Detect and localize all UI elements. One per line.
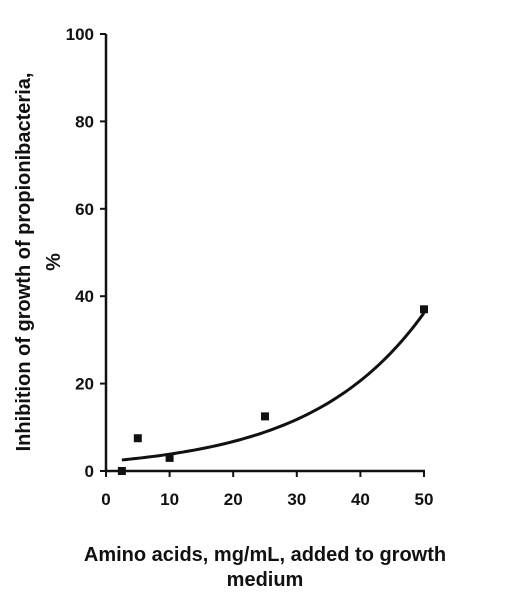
data-point [165, 453, 174, 462]
x-tick-label: 10 [160, 490, 179, 509]
y-axis-title-line-2: % [43, 253, 65, 271]
x-tick-label: 0 [101, 490, 110, 509]
x-tick-label: 20 [224, 490, 243, 509]
y-axis-title-line-1: Inhibition of growth of propionibacteria… [13, 73, 35, 452]
data-point [261, 412, 269, 421]
x-axis-title: Amino acids, mg/mL, added to growth medi… [84, 544, 446, 591]
trendline [121, 312, 426, 462]
trendline-group [121, 312, 426, 462]
y-tick-label: 20 [75, 375, 94, 394]
x-tick-label: 30 [287, 490, 306, 509]
y-tick-label: 60 [75, 200, 94, 219]
y-tick-label: 40 [75, 287, 94, 306]
y-tick-label: 0 [85, 462, 94, 481]
y-tick-label: 100 [66, 25, 94, 44]
x-tick-label: 50 [415, 490, 434, 509]
axes: 0 20 40 60 80 100 0 10 20 30 40 50 [66, 25, 434, 509]
x-tick-label: 40 [351, 490, 370, 509]
data-point [420, 305, 428, 314]
data-point [133, 434, 142, 443]
x-axis-title-line-2: medium [227, 569, 304, 591]
data-points [117, 305, 428, 475]
y-axis-title: Inhibition of growth of propionibacteria… [13, 73, 65, 452]
data-point [117, 467, 126, 475]
y-tick-label: 80 [75, 112, 94, 131]
x-axis-title-line-1: Amino acids, mg/mL, added to growth [84, 544, 446, 566]
